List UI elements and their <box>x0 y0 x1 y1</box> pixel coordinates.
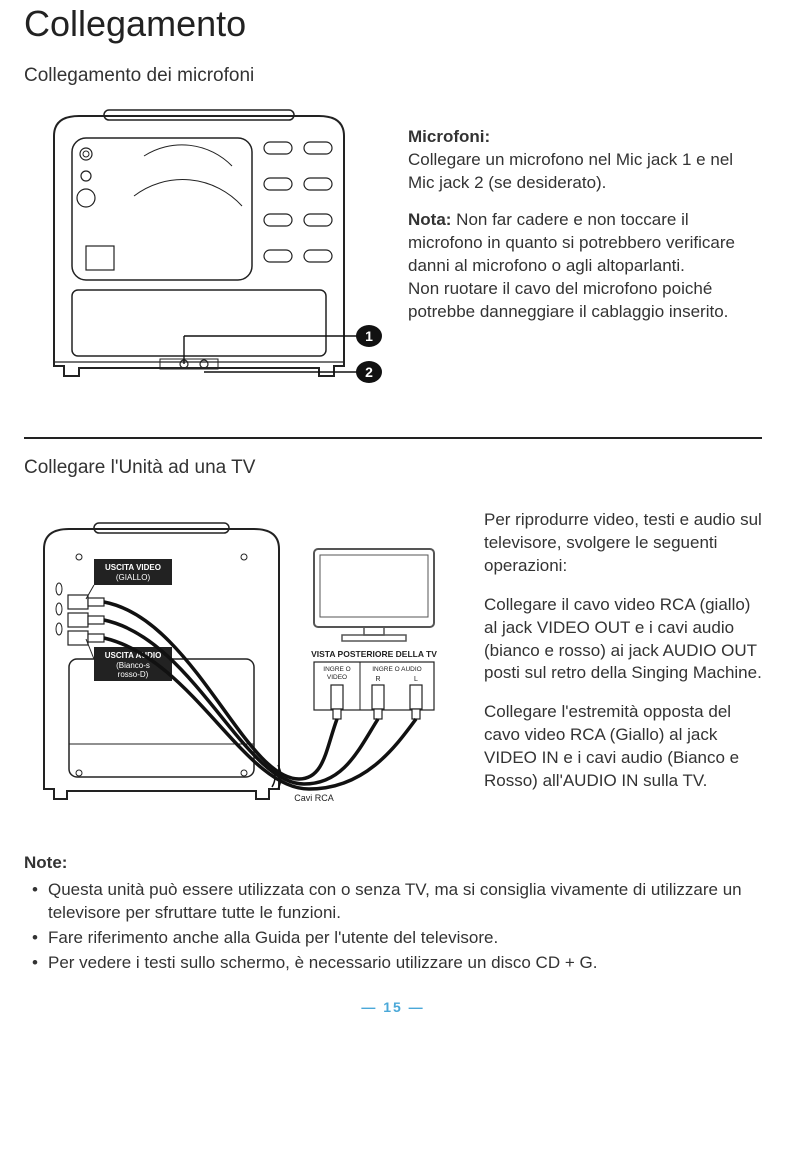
section2-para3: Collegare l'estremità opposta del cavo v… <box>484 701 762 793</box>
notes-block: Note: Questa unità può essere utilizzata… <box>24 852 762 975</box>
section1-heading: Collegamento dei microfoni <box>24 63 762 89</box>
audio-in-label-top: INGRE O AUDIO <box>372 666 421 673</box>
page-number: — 15 — <box>24 998 762 1017</box>
section-divider <box>24 437 762 439</box>
video-in-label-top: INGRE O <box>323 666 350 673</box>
microphones-text: Collegare un microfono nel Mic jack 1 e … <box>408 150 733 192</box>
callout-1: 1 <box>365 328 373 344</box>
microphones-paragraph: Microfoni: Collegare un microfono nel Mi… <box>408 126 762 195</box>
page-title: Collegamento <box>24 0 762 49</box>
audio-in-l: L <box>414 676 418 683</box>
device-rear-tv-diagram: USCITA VIDEO (GIALLO) USCITA AUDIO (Bian… <box>24 499 464 826</box>
audio-in-r: R <box>375 676 380 683</box>
nota-label: Nota: <box>408 210 451 229</box>
section2-heading: Collegare l'Unità ad una TV <box>24 455 762 481</box>
notes-label: Note: <box>24 852 762 875</box>
nota-text-2: Non ruotare il cavo del microfono poiché… <box>408 279 728 321</box>
audio-out-label-3: rosso-D) <box>118 670 149 679</box>
nota-paragraph: Nota: Non far cadere e non toccare il mi… <box>408 209 762 324</box>
audio-out-label-2: (Bianco-s <box>116 661 150 670</box>
video-in-label-bot: VIDEO <box>327 674 347 681</box>
audio-out-label-1: USCITA AUDIO <box>105 651 162 660</box>
note-item: Fare riferimento anche alla Guida per l'… <box>32 927 762 950</box>
section2-para1: Per riprodurre video, testi e audio sul … <box>484 509 762 578</box>
note-item: Questa unità può essere utilizzata con o… <box>32 879 762 925</box>
callout-2: 2 <box>365 364 373 380</box>
video-out-label-1: USCITA VIDEO <box>105 563 161 572</box>
microphones-label: Microfoni: <box>408 127 490 146</box>
nota-text-1: Non far cadere e non toccare il microfon… <box>408 210 735 275</box>
note-item: Per vedere i testi sullo schermo, è nece… <box>32 952 762 975</box>
device-front-diagram: 1 2 <box>24 106 384 423</box>
section2-para2: Collegare il cavo video RCA (giallo) al … <box>484 594 762 686</box>
cable-label: Cavi RCA <box>294 793 334 803</box>
video-out-label-2: (GIALLO) <box>116 573 151 582</box>
tv-rear-label: VISTA POSTERIORE DELLA TV <box>311 649 437 659</box>
